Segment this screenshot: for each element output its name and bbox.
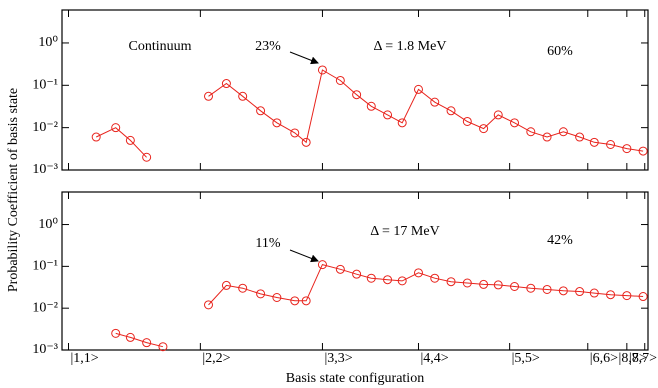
data-point bbox=[526, 283, 536, 293]
data-point bbox=[446, 106, 456, 116]
y-tick-label: 10⁻¹ bbox=[32, 259, 58, 274]
x-tick-label: |2,2> bbox=[202, 351, 230, 366]
data-point bbox=[558, 286, 568, 296]
data-point bbox=[317, 260, 327, 270]
data-point bbox=[493, 110, 503, 120]
data-point bbox=[638, 146, 648, 156]
data-point bbox=[493, 280, 503, 290]
data-point bbox=[142, 152, 152, 162]
arrow bbox=[289, 51, 319, 65]
y-tick-label: 10⁰ bbox=[38, 35, 58, 50]
data-point bbox=[589, 137, 599, 147]
data-point bbox=[290, 296, 300, 306]
annotation: 60% bbox=[547, 44, 573, 59]
data-point bbox=[413, 84, 423, 94]
data-point bbox=[479, 124, 489, 134]
data-point bbox=[589, 288, 599, 298]
data-point bbox=[397, 276, 407, 286]
data-point bbox=[383, 110, 393, 120]
plot-frame bbox=[61, 191, 649, 351]
data-point bbox=[111, 328, 121, 338]
annotation: 42% bbox=[547, 233, 573, 248]
data-point bbox=[204, 300, 213, 310]
data-point bbox=[352, 269, 362, 279]
data-point bbox=[606, 140, 616, 150]
data-point bbox=[256, 106, 266, 116]
x-tick-label: |8,8> bbox=[619, 351, 647, 366]
data-point bbox=[413, 268, 423, 278]
data-line bbox=[115, 264, 644, 348]
data-point bbox=[142, 338, 152, 348]
annotation: Δ = 1.8 MeV bbox=[374, 39, 447, 54]
data-point bbox=[575, 287, 585, 297]
y-tick-label: 10⁰ bbox=[38, 217, 58, 232]
data-point bbox=[558, 127, 568, 137]
data-point bbox=[301, 137, 311, 147]
data-point bbox=[366, 101, 376, 111]
data-point bbox=[542, 132, 552, 142]
data-point bbox=[383, 275, 393, 285]
data-point bbox=[335, 264, 345, 274]
data-point bbox=[446, 277, 456, 287]
data-point bbox=[622, 144, 632, 154]
arrow bbox=[289, 249, 319, 263]
data-point bbox=[575, 132, 585, 142]
data-point bbox=[290, 128, 300, 138]
y-tick-label: 10⁻³ bbox=[32, 162, 58, 177]
data-point bbox=[335, 75, 345, 85]
data-line bbox=[95, 69, 644, 158]
y-tick-label: 10⁻¹ bbox=[32, 78, 58, 93]
data-point bbox=[526, 127, 536, 137]
x-tick-label: |5,5> bbox=[512, 351, 540, 366]
data-point bbox=[204, 91, 213, 101]
data-point bbox=[238, 283, 248, 293]
data-point bbox=[366, 273, 376, 283]
x-tick-label: |6,6> bbox=[590, 351, 618, 366]
data-point bbox=[510, 118, 520, 128]
y-axis-label: Probability Coefficient of basis state bbox=[6, 88, 21, 292]
data-point bbox=[111, 123, 121, 133]
data-point bbox=[221, 280, 231, 290]
x-tick-label: |3,3> bbox=[324, 351, 352, 366]
x-tick-label: |7,7> bbox=[629, 351, 657, 366]
data-point bbox=[622, 291, 632, 301]
data-point bbox=[221, 79, 231, 89]
y-tick-label: 10⁻² bbox=[32, 120, 58, 135]
data-point bbox=[125, 332, 135, 342]
data-point bbox=[317, 65, 327, 75]
data-point bbox=[462, 116, 472, 126]
annotation: Continuum bbox=[128, 39, 191, 54]
data-point bbox=[430, 273, 440, 283]
data-point bbox=[462, 278, 472, 288]
data-point bbox=[510, 281, 520, 291]
annotation: 11% bbox=[255, 236, 280, 251]
data-point bbox=[352, 90, 362, 100]
data-point bbox=[272, 293, 282, 303]
x-tick-label: |1,1> bbox=[71, 351, 99, 366]
data-point bbox=[238, 91, 248, 101]
x-axis-label: Basis state configuration bbox=[286, 371, 424, 386]
x-tick-label: |4,4> bbox=[420, 351, 448, 366]
annotation: Δ = 17 MeV bbox=[370, 224, 439, 239]
data-point bbox=[542, 284, 552, 294]
data-point bbox=[125, 135, 135, 145]
annotation: 23% bbox=[255, 39, 281, 54]
data-point bbox=[638, 292, 648, 302]
data-point bbox=[479, 279, 489, 289]
data-point bbox=[397, 118, 407, 128]
data-point bbox=[158, 342, 168, 352]
data-point bbox=[430, 97, 440, 107]
data-point bbox=[301, 296, 311, 306]
data-point bbox=[606, 290, 616, 300]
data-point bbox=[272, 118, 282, 128]
y-tick-label: 10⁻³ bbox=[32, 342, 58, 357]
data-point bbox=[256, 289, 266, 299]
plot-frame bbox=[61, 9, 649, 171]
data-point bbox=[91, 132, 101, 142]
y-tick-label: 10⁻² bbox=[32, 300, 58, 315]
